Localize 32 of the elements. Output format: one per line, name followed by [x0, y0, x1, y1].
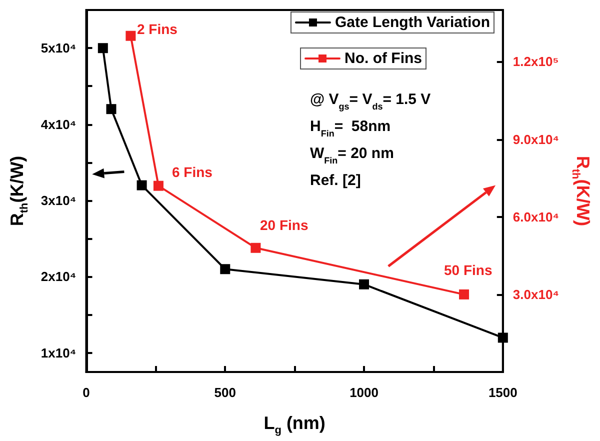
x-tick-label: 0	[82, 385, 90, 400]
y2-tick-label: 6.0x10⁴	[512, 209, 560, 224]
y-tick-label: 3x10⁴	[40, 193, 76, 208]
y-tick-label: 2x10⁴	[40, 269, 76, 284]
legend-label: Gate Length Variation	[334, 14, 490, 31]
x-tick-label: 1000	[350, 385, 378, 400]
point	[359, 279, 370, 290]
x-tick-label: 500	[214, 385, 236, 400]
y2-tick-label: 3.0x10⁴	[512, 286, 560, 302]
y2-axis-title: Rth(K/W)	[570, 156, 593, 226]
annotation: 50 Fins	[444, 262, 492, 278]
x-tick-label: 1500	[488, 385, 518, 400]
y-tick-label: 5x10⁴	[40, 40, 76, 56]
point	[136, 180, 147, 190]
annotation: 20 Fins	[260, 217, 308, 233]
point	[153, 180, 164, 191]
annotation: 2 Fins	[137, 21, 178, 37]
point	[126, 30, 136, 41]
point	[98, 43, 108, 54]
y-axis-title: Rth(K/W)	[7, 156, 30, 226]
point	[220, 264, 230, 274]
legend-label: No. of Fins	[344, 50, 422, 67]
point	[106, 104, 116, 114]
point	[498, 332, 508, 343]
point	[459, 289, 470, 300]
annotation: 6 Fins	[172, 164, 213, 180]
annotation: Ref. [2]	[310, 172, 361, 189]
y2-tick-label: 1.2x10⁵	[512, 54, 559, 70]
y-tick-label: 1x10⁴	[40, 345, 76, 360]
point	[250, 242, 261, 253]
y-tick-label: 4x10⁴	[40, 116, 76, 132]
y2-tick-label: 9.0x10⁴	[512, 132, 560, 147]
